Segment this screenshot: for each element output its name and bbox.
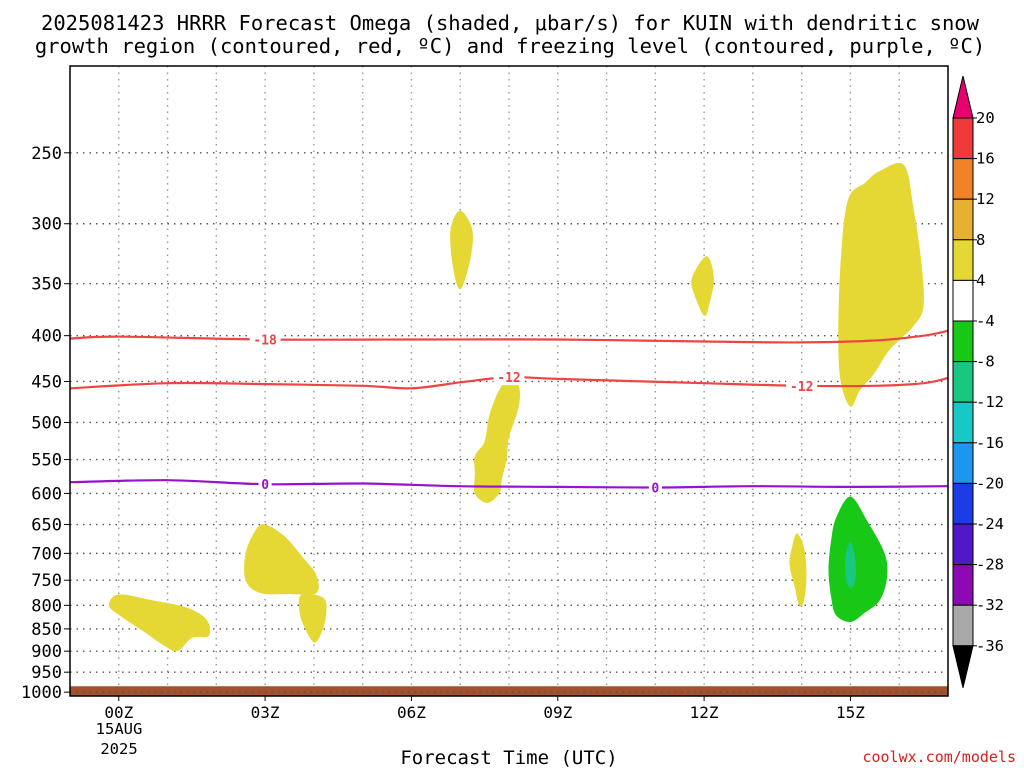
colorbar-swatch [952, 442, 974, 484]
omega-shaded-region [838, 162, 924, 407]
y-tick-label: 500 [31, 413, 62, 433]
y-tick-label: 600 [31, 484, 62, 504]
x-tick-label: 03Z [251, 703, 280, 722]
omega-shaded-region [473, 377, 520, 503]
omega-shaded-region [450, 210, 473, 290]
y-tick-label: 450 [31, 372, 62, 392]
colorbar-label: 8 [976, 231, 985, 249]
contour-label: -12 [497, 371, 520, 386]
colorbar-swatch [952, 198, 974, 241]
y-axis: 2503003504004505005506006507007508008509… [21, 144, 70, 703]
contour-label-bg [786, 377, 818, 394]
x-tick-label: 06Z [397, 703, 426, 722]
colorbar-bottom-arrow [952, 645, 974, 688]
x-axis: 00Z 03Z 06Z 09Z 12Z 15Z [104, 696, 865, 722]
colorbar-label: -32 [976, 596, 1004, 614]
colorbar-label: -20 [976, 474, 1004, 492]
y-tick-label: 900 [31, 642, 62, 662]
x-tick-label: 09Z [543, 703, 572, 722]
colorbar-label: -28 [976, 556, 1004, 574]
y-tick-label: 750 [31, 571, 62, 591]
colorbar-swatch [952, 482, 974, 525]
y-tick-label: 650 [31, 516, 62, 536]
colorbar-label: -12 [976, 393, 1004, 411]
colorbar-top-arrow [952, 75, 974, 119]
omega-shaded-region [298, 593, 327, 643]
colorbar-label: 20 [976, 109, 995, 127]
contour-label-bg [249, 331, 281, 348]
contour-label: -18 [253, 334, 277, 349]
y-tick-label: 250 [31, 144, 62, 164]
colorbar-swatch [952, 279, 974, 322]
colorbar-swatch [952, 361, 974, 403]
colorbar-label: -16 [976, 434, 1004, 452]
colorbar-label: -36 [976, 637, 1004, 655]
omega-shaded-region [109, 594, 211, 652]
y-tick-label: 850 [31, 620, 62, 640]
colorbar-swatch [952, 320, 974, 363]
y-tick-label: 800 [31, 596, 62, 616]
x-tick-label: 15Z [836, 703, 865, 722]
x-axis-title: Forecast Time (UTC) [400, 747, 617, 768]
x-tick-label: 12Z [690, 703, 719, 722]
omega-shaded-region [244, 524, 319, 595]
x-sub-label-year: 2025 [100, 740, 137, 758]
omega-shaded-region [828, 496, 888, 623]
y-tick-label: 700 [31, 544, 62, 564]
contour-label: -12 [790, 380, 813, 395]
contour-label-bg [258, 476, 272, 493]
credit-text: coolwx.com/models [862, 748, 1016, 766]
contour-label: 0 [261, 478, 269, 493]
colorbar-swatch [952, 604, 974, 647]
ground-band [70, 686, 948, 696]
y-tick-label: 350 [31, 275, 62, 295]
y-tick-label: 950 [31, 663, 62, 683]
colorbar-swatch [952, 239, 974, 281]
x-sub-label-date: 15AUG [96, 720, 143, 738]
y-tick-label: 300 [31, 215, 62, 235]
colorbar-label: -24 [976, 515, 1004, 533]
omega-shaded-region [845, 542, 856, 588]
y-tick-label: 400 [31, 327, 62, 347]
colorbar-label: 4 [976, 271, 985, 289]
contour-label-bg [648, 479, 662, 496]
contour-line [70, 479, 948, 489]
colorbar-label: -4 [976, 312, 995, 330]
colorbar-swatch [952, 117, 974, 160]
chart-title-line-2: growth region (contoured, red, ºC) and f… [35, 34, 985, 58]
x-tick-label: 00Z [104, 703, 133, 722]
y-tick-label: 1000 [21, 683, 62, 703]
omega-shaded-region [691, 256, 714, 317]
colorbar-swatch [952, 158, 974, 200]
colorbar-swatch [952, 401, 974, 444]
contour-line [70, 329, 948, 344]
colorbar-swatch [952, 564, 974, 606]
plot-area: -18 -12 -12 0 0 [69, 65, 949, 697]
colorbar-swatch [952, 523, 974, 566]
colorbar-label: 16 [976, 150, 995, 168]
colorbar: 20 16 12 8 4 -4 -8 -12 -16 -20 -24 -28 -32 -36 [952, 75, 1004, 688]
colorbar-label: 12 [976, 190, 995, 208]
contour-label-bg [493, 369, 525, 386]
colorbar-label: -8 [976, 353, 995, 371]
contour-label: 0 [651, 482, 659, 497]
chart-title-line-1: 2025081423 HRRR Forecast Omega (shaded, … [41, 11, 980, 35]
y-tick-label: 550 [31, 451, 62, 471]
omega-shaded-region [789, 533, 807, 607]
